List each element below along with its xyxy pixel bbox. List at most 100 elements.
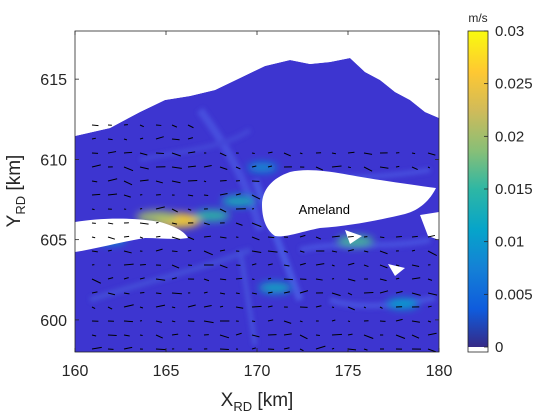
velocity-arrow bbox=[283, 291, 290, 294]
velocity-arrow bbox=[363, 264, 369, 268]
velocity-arrow bbox=[347, 278, 356, 282]
velocity-arrow bbox=[91, 236, 96, 239]
colorbar-tick-label: 0.015 bbox=[495, 181, 533, 198]
velocity-arrow bbox=[139, 334, 143, 337]
colorbar-tick-label: 0.02 bbox=[495, 128, 524, 145]
velocity-arrow bbox=[315, 166, 324, 171]
velocity-hotspot bbox=[258, 282, 292, 294]
velocity-arrow bbox=[155, 320, 162, 323]
velocity-arrow bbox=[187, 165, 196, 168]
velocity-arrow bbox=[155, 248, 163, 252]
velocity-arrow bbox=[363, 348, 368, 351]
velocity-arrow bbox=[123, 194, 131, 198]
velocity-arrow bbox=[107, 277, 114, 280]
velocity-arrow bbox=[235, 292, 240, 295]
velocity-arrow bbox=[299, 250, 305, 253]
colorbar: 0 0.005 0.01 0.015 0.02 0.025 0.03 m/s bbox=[467, 11, 533, 356]
velocity-arrow bbox=[139, 306, 144, 309]
velocity-arrow bbox=[91, 346, 102, 350]
velocity-arrow bbox=[315, 278, 323, 281]
velocity-arrow bbox=[427, 152, 436, 156]
land-ameland bbox=[262, 170, 436, 237]
velocity-arrow bbox=[219, 278, 227, 281]
velocity-arrow bbox=[171, 138, 180, 141]
colorbar-frame bbox=[467, 30, 489, 353]
velocity-arrow bbox=[347, 333, 353, 336]
velocity-hotspot bbox=[386, 298, 419, 310]
velocity-arrow bbox=[203, 320, 214, 324]
velocity-arrow bbox=[107, 236, 116, 240]
velocity-arrow bbox=[219, 264, 228, 269]
velocity-arrow bbox=[203, 164, 212, 168]
velocity-arrow bbox=[363, 306, 367, 309]
velocity-arrow bbox=[155, 348, 166, 351]
velocity-arrow bbox=[395, 277, 400, 280]
velocity-arrow bbox=[347, 306, 355, 311]
velocity-arrow bbox=[171, 264, 180, 269]
velocity-arrow bbox=[347, 292, 353, 296]
y-tick-label: 610 bbox=[40, 152, 67, 169]
velocity-arrow bbox=[91, 250, 98, 253]
velocity-arrow bbox=[427, 166, 431, 169]
velocity-arrow bbox=[267, 236, 275, 239]
velocity-arrow bbox=[123, 320, 133, 323]
velocity-arrow bbox=[251, 152, 255, 155]
x-tick-label: 170 bbox=[244, 363, 271, 380]
velocity-arrow bbox=[251, 165, 257, 168]
velocity-arrow bbox=[171, 124, 178, 128]
velocity-arrow bbox=[283, 152, 291, 157]
velocity-arrow bbox=[411, 264, 420, 267]
velocity-arrow bbox=[187, 236, 195, 241]
x-axis-label: XRD [km] bbox=[221, 390, 294, 414]
velocity-arrow bbox=[171, 208, 178, 213]
velocity-arrow bbox=[283, 333, 292, 336]
velocity-arrow bbox=[107, 138, 113, 141]
velocity-arrow bbox=[235, 277, 243, 280]
x-axis: 160 165 170 175 180 bbox=[62, 31, 452, 380]
plot-area: Ameland bbox=[75, 31, 439, 352]
velocity-arrow bbox=[395, 165, 400, 168]
velocity-arrow bbox=[283, 250, 288, 253]
velocity-arrow bbox=[427, 278, 433, 281]
velocity-arrow bbox=[187, 151, 196, 154]
velocity-arrow bbox=[155, 304, 166, 308]
velocity-arrow bbox=[427, 305, 432, 308]
velocity-arrow bbox=[251, 263, 257, 266]
velocity-arrow bbox=[283, 278, 293, 281]
velocity-arrow bbox=[267, 319, 274, 322]
velocity-arrow bbox=[219, 348, 229, 351]
velocity-arrow bbox=[187, 304, 196, 308]
y-tick-label: 600 bbox=[40, 313, 67, 330]
velocity-hotspot bbox=[221, 195, 256, 207]
y-tick-label: 605 bbox=[40, 233, 67, 250]
velocity-arrow bbox=[123, 346, 133, 350]
velocity-arrow bbox=[251, 194, 261, 200]
velocity-arrow bbox=[171, 306, 176, 309]
velocity-arrow bbox=[155, 136, 164, 140]
velocity-arrow bbox=[299, 290, 309, 294]
velocity-arrow bbox=[91, 193, 101, 196]
velocity-arrow bbox=[91, 124, 99, 127]
velocity-arrow bbox=[235, 222, 243, 226]
velocity-arrow bbox=[203, 180, 207, 183]
velocity-arrow bbox=[331, 264, 335, 267]
velocity-arrow bbox=[427, 250, 437, 257]
velocity-arrow bbox=[251, 305, 262, 308]
velocity-arrow bbox=[299, 262, 306, 266]
velocity-arrow bbox=[219, 152, 227, 157]
velocity-arrow bbox=[187, 249, 192, 252]
velocity-arrow bbox=[91, 137, 96, 140]
velocity-arrow bbox=[155, 221, 159, 224]
velocity-arrow bbox=[299, 152, 303, 155]
velocity-arrow bbox=[395, 318, 403, 322]
velocity-arrow bbox=[283, 264, 290, 267]
velocity-arrow bbox=[395, 264, 400, 267]
velocity-arrow bbox=[427, 292, 438, 296]
velocity-arrow bbox=[299, 348, 304, 352]
y-axis-label: YRD [km] bbox=[4, 155, 28, 228]
velocity-arrow bbox=[91, 208, 95, 211]
velocity-arrow bbox=[219, 305, 224, 308]
velocity-arrow bbox=[331, 235, 340, 238]
velocity-arrow bbox=[107, 193, 118, 196]
velocity-arrow bbox=[139, 208, 143, 210]
